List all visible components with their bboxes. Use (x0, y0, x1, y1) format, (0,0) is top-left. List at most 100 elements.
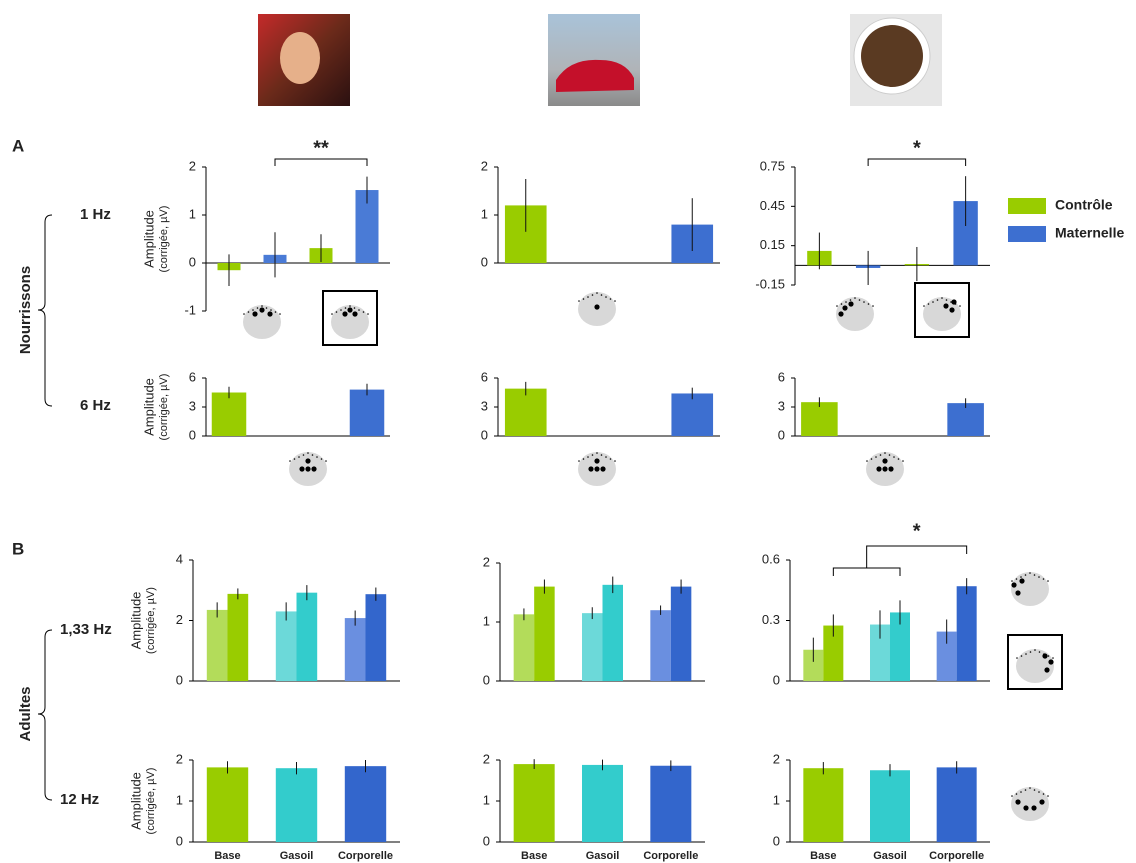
bar (366, 594, 387, 681)
electrode (1034, 649, 1036, 651)
row-label: 12 Hz (60, 791, 99, 808)
y-axis-label: Amplitude (128, 592, 143, 650)
electrode (352, 311, 357, 316)
y-tick-label: 0 (481, 427, 488, 442)
electrode (367, 313, 369, 315)
bar (650, 610, 671, 681)
electrode (345, 307, 347, 309)
electrode (842, 305, 847, 310)
electrode (270, 309, 272, 311)
photo-detail (861, 25, 923, 87)
bar (870, 770, 910, 842)
y-tick-label: 2 (176, 751, 183, 766)
electrode (588, 466, 593, 471)
y-tick-label: 0 (176, 672, 183, 687)
electrode (594, 466, 599, 471)
bar (276, 768, 317, 842)
panel-label: B (12, 539, 24, 558)
electrode (587, 456, 589, 458)
photo-detail (280, 32, 320, 84)
panel-label: A (12, 136, 24, 155)
electrode (298, 456, 300, 458)
significance-bracket (275, 159, 367, 166)
electrode (592, 294, 594, 296)
y-tick-label: 1 (176, 792, 183, 807)
bar (671, 587, 692, 681)
bar (514, 764, 555, 842)
electrode (578, 300, 580, 302)
topography-head (1011, 572, 1049, 606)
y-tick-label: 2 (189, 158, 196, 173)
y-tick-label: 0.75 (760, 158, 785, 173)
electrode (601, 294, 603, 296)
electrode (949, 307, 954, 312)
electrode (943, 303, 948, 308)
electrode (1029, 572, 1031, 574)
bar (345, 766, 386, 842)
legend-swatch (1008, 198, 1046, 214)
electrode (959, 305, 961, 307)
x-tick-label: Base (521, 850, 547, 862)
electrode (252, 311, 257, 316)
electrode (951, 299, 956, 304)
y-tick-label: 2 (483, 554, 490, 569)
electrode (1021, 655, 1023, 657)
electrode (596, 292, 598, 294)
electrode (299, 466, 304, 471)
bar-chart: 012Amplitude(corrigée, µV)BaseGasoilCorp… (128, 751, 400, 861)
bar (345, 618, 366, 681)
electrode (889, 454, 891, 456)
legend-swatch (1008, 226, 1046, 242)
electrode (1023, 805, 1028, 810)
electrode (596, 452, 598, 454)
x-tick-label: Corporelle (338, 850, 393, 862)
x-tick-label: Gasoil (280, 850, 314, 862)
electrode (854, 297, 856, 299)
electrode (347, 307, 352, 312)
y-tick-label: 0 (483, 672, 490, 687)
electrode (325, 460, 327, 462)
electrode (601, 454, 603, 456)
bar (207, 610, 228, 681)
electrode (1025, 574, 1027, 576)
electrode (243, 313, 245, 315)
electrode (876, 466, 881, 471)
electrode (275, 311, 277, 313)
electrode (1019, 578, 1024, 583)
electrode (1030, 651, 1032, 653)
electrode (882, 466, 887, 471)
bar-chart: 012BaseGasoilCorporelle (773, 751, 990, 861)
y-tick-label: 0 (189, 254, 196, 269)
electrode (882, 458, 887, 463)
legend: Contrôle Maternelle (1055, 197, 1124, 241)
legend-label: Contrôle (1055, 197, 1113, 213)
electrode (336, 311, 338, 313)
electrode (1052, 657, 1054, 659)
electrode (838, 311, 843, 316)
bar (671, 393, 713, 436)
y-axis-label: Amplitude (141, 210, 156, 268)
y-axis-label: (corrigée, µV) (145, 587, 157, 654)
electrode (1016, 657, 1018, 659)
y-tick-label: 0 (481, 254, 488, 269)
photos (258, 14, 942, 106)
bar-chart: 012 (481, 158, 720, 269)
bar (582, 613, 603, 681)
electrode (1048, 655, 1050, 657)
bar (514, 614, 535, 681)
electrode (583, 298, 585, 300)
electrode (316, 456, 318, 458)
electrode (358, 309, 360, 311)
electrode (1043, 793, 1045, 795)
x-tick-label: Base (214, 850, 240, 862)
y-tick-label: 1 (483, 613, 490, 628)
y-tick-label: 0 (189, 427, 196, 442)
electrode (868, 303, 870, 305)
bar (228, 594, 249, 681)
group-label: Adultes (17, 686, 34, 741)
y-axis-label: (corrigée, µV) (158, 206, 170, 273)
x-tick-label: Gasoil (873, 850, 907, 862)
electrode (1025, 653, 1027, 655)
bar-chart: 036Amplitude(corrigée, µV) (141, 369, 390, 442)
